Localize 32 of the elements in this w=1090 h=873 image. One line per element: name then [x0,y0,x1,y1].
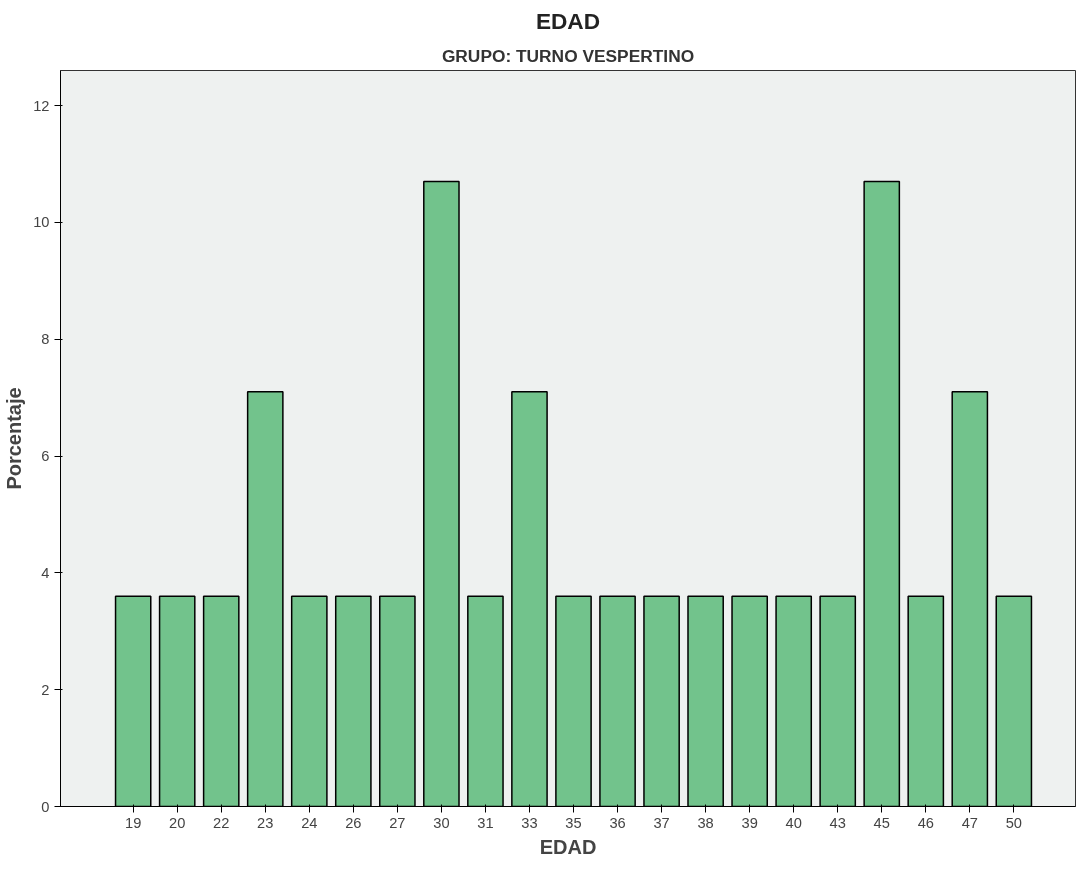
x-tick-label: 23 [257,814,274,831]
x-tick-label: 47 [961,814,978,831]
x-tick-label: 27 [389,814,406,831]
x-tick-label: 38 [697,814,714,831]
x-tick-label: 46 [917,814,934,831]
x-tick-label: 50 [1005,814,1023,831]
y-axis-title: Porcentaje [3,387,26,490]
y-tick-label: 2 [41,681,50,698]
x-tick-label: 19 [125,814,142,831]
x-tick-label: 45 [873,814,890,831]
x-tick-label: 31 [477,814,494,831]
x-tick-label: 30 [433,814,450,831]
chart-title: EDAD [535,7,601,34]
x-tick-label: 40 [785,814,802,831]
x-tick-label: 43 [829,814,846,831]
x-tick-label: 24 [301,814,318,831]
x-tick-label: 20 [169,814,186,831]
y-tick-label: 10 [33,214,50,231]
x-tick-label: 36 [609,814,626,831]
x-tick-label: 39 [741,814,758,831]
y-tick-label: 6 [41,448,50,465]
x-tick-label: 35 [565,814,582,831]
x-tick-label: 22 [213,814,230,831]
y-tick-label: 4 [41,564,50,581]
x-tick-label: 26 [345,814,362,831]
chart-subtitle: GRUPO: TURNO VESPERTINO [441,45,695,66]
y-tick-label: 12 [33,97,50,114]
y-tick-label: 0 [41,798,50,815]
x-tick-label: 37 [653,814,670,831]
x-tick-label: 33 [521,814,538,831]
y-tick-label: 8 [41,331,50,348]
x-axis-title: EDAD [539,835,597,858]
